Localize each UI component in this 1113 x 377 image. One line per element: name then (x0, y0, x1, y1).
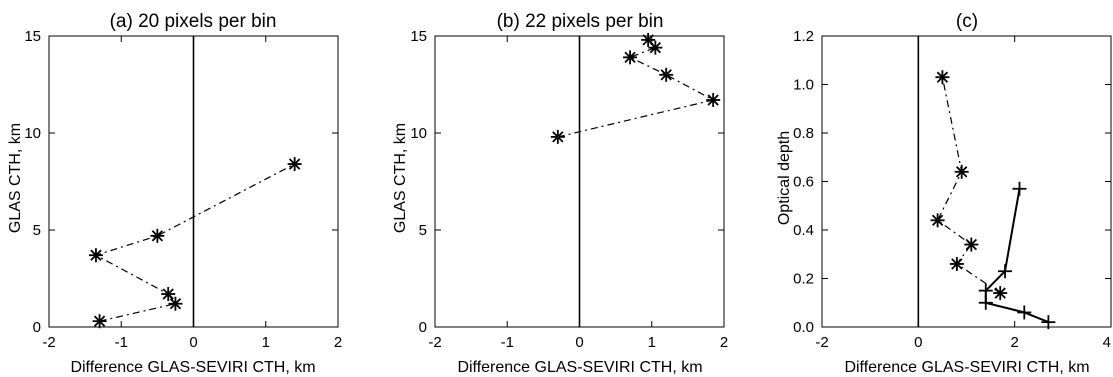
x-tick-label: 0 (575, 334, 583, 351)
plus-marker (1041, 315, 1056, 330)
panel-b-xlabel: Difference GLAS-SEVIRI CTH, km (457, 359, 702, 376)
y-tick-label: 15 (410, 28, 427, 45)
y-tick-label: 1.2 (793, 28, 814, 45)
marker-stroke (624, 51, 636, 64)
marker-stroke (169, 298, 182, 310)
marker-stroke (288, 158, 301, 170)
y-tick-label: 15 (24, 28, 41, 45)
panel-b-ylabel: GLAS CTH, km (392, 123, 409, 233)
y-tick-label: 0 (419, 319, 427, 336)
panel-a-title: (a) 20 pixels per bin (110, 11, 277, 32)
plus-marker (1012, 181, 1027, 196)
y-tick-label: 0 (33, 319, 41, 336)
marker-stroke (660, 69, 672, 81)
series-1-line (94, 163, 295, 322)
plus-marker (978, 283, 993, 298)
x-tick-label: -2 (815, 334, 828, 351)
marker-stroke (936, 71, 949, 83)
marker-stroke (552, 131, 564, 143)
asterisk-marker (930, 213, 945, 228)
asterisk-marker (88, 248, 103, 263)
panel-c-xlabel: Difference GLAS-SEVIRI CTH, km (844, 359, 1089, 376)
x-tick-label: 2 (720, 334, 728, 351)
marker-stroke (956, 166, 968, 178)
panel-c-title: (c) (956, 11, 978, 32)
asterisk-marker (92, 314, 107, 329)
panel-c-plot: -2 0 2 4 0.0 0.2 0.4 0.6 0.8 1.0 1.2 (793, 28, 1112, 351)
panel-c-ylabel: Optical depth (776, 131, 793, 225)
marker-stroke (649, 41, 662, 54)
panel-a: (a) 20 pixels per bin Difference GLAS-SE… (7, 11, 342, 376)
asterisk-marker (161, 287, 176, 302)
y-tick-label: 0.8 (793, 125, 814, 142)
x-tick-label: -1 (501, 334, 514, 351)
marker-stroke (151, 230, 164, 242)
plus-marker (998, 264, 1013, 279)
panel-c-frame (821, 35, 1112, 328)
panel-b-plot: -2 -1 0 1 2 0 5 10 15 (410, 28, 728, 351)
marker-stroke (994, 287, 1006, 299)
series-1-line (557, 39, 715, 138)
x-tick-label: 0 (189, 334, 197, 351)
panel-a-xlabel: Difference GLAS-SEVIRI CTH, km (70, 359, 315, 376)
marker-stroke (642, 34, 654, 46)
marker-stroke (951, 258, 963, 270)
asterisk-marker (623, 50, 638, 65)
series-1-line (936, 77, 1001, 294)
plus-marker (978, 295, 993, 310)
asterisk-marker (287, 157, 302, 172)
asterisk-marker (949, 256, 964, 271)
marker-stroke (707, 94, 719, 106)
panel-b-title: (b) 22 pixels per bin (497, 11, 664, 32)
asterisk-marker (935, 70, 950, 85)
panel-a-ylabel: GLAS CTH, km (7, 123, 24, 233)
marker-stroke (93, 315, 106, 327)
plus-marker (1017, 305, 1032, 320)
asterisk-marker (168, 296, 183, 311)
asterisk-marker (964, 237, 979, 252)
asterisk-marker (706, 93, 721, 108)
x-tick-label: 1 (262, 334, 270, 351)
y-tick-label: 10 (24, 125, 41, 142)
y-tick-label: 0.2 (793, 271, 814, 288)
asterisk-marker (150, 228, 165, 243)
panel-b: (b) 22 pixels per bin Difference GLAS-SE… (392, 11, 728, 376)
x-tick-label: -2 (42, 334, 55, 351)
x-tick-label: 1 (648, 334, 656, 351)
x-tick-label: -1 (115, 334, 128, 351)
asterisk-marker (550, 129, 565, 144)
panel-a-plot: -2 -1 0 1 2 0 5 10 15 (24, 28, 342, 351)
asterisk-marker (954, 164, 969, 179)
y-tick-label: 10 (410, 125, 427, 142)
y-tick-label: 0.0 (793, 319, 814, 336)
panel-c: (c) Difference GLAS-SEVIRI CTH, km Optic… (776, 11, 1112, 376)
series-2-line (984, 188, 1049, 324)
x-tick-label: 2 (1010, 334, 1018, 351)
marker-stroke (90, 249, 102, 261)
x-tick-label: 2 (334, 334, 342, 351)
y-tick-label: 1.0 (793, 77, 814, 94)
y-tick-label: 5 (33, 222, 41, 239)
marker-stroke (931, 214, 944, 226)
asterisk-marker (659, 67, 674, 82)
marker-stroke (162, 288, 174, 300)
asterisk-marker (641, 32, 656, 47)
y-tick-label: 0.4 (793, 222, 814, 239)
marker-stroke (965, 238, 977, 251)
x-tick-label: 0 (914, 334, 922, 351)
y-tick-label: 0.6 (793, 174, 814, 191)
y-tick-label: 5 (419, 222, 427, 239)
asterisk-marker (993, 286, 1008, 301)
x-tick-label: 4 (1103, 334, 1111, 351)
x-tick-label: -2 (428, 334, 441, 351)
